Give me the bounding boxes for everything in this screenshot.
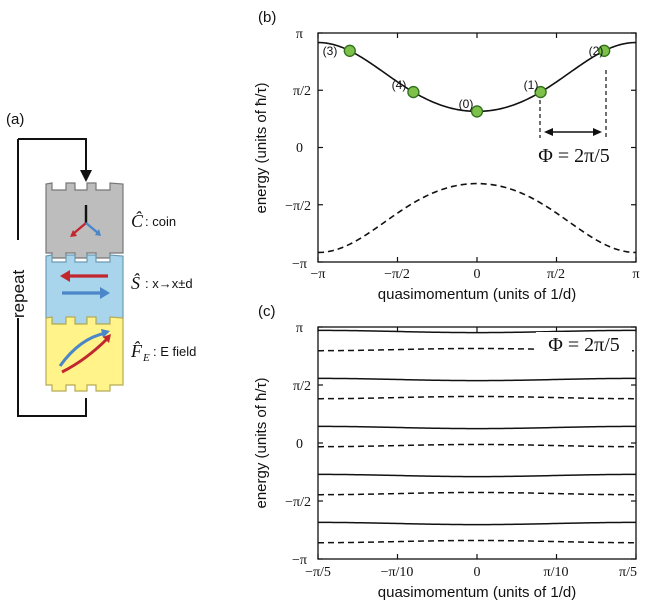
b-ytick-neg-pi: −π <box>292 257 307 272</box>
b-xtick-zero: 0 <box>474 267 481 282</box>
panel-c-label: (c) <box>258 303 276 320</box>
panel-c: (c) π π/2 0 −π/2 −π −π/5 −π/10 0 π/10 π/… <box>253 303 637 601</box>
b-xtick-neg-pi: −π <box>311 267 326 282</box>
b-point-label-4: (4) <box>392 78 407 92</box>
c-band-9 <box>318 539 636 544</box>
b-point-1 <box>534 85 547 99</box>
panel-a: (a) repeat Ĉ : coin Ŝ : x→x±d <box>6 111 196 417</box>
panel-b-ylabel: energy (units of ħ/τ) <box>253 83 270 214</box>
b-band-dashed <box>317 182 637 254</box>
b-point-0 <box>470 105 484 118</box>
c-ytick-neg-half-pi: −π/2 <box>285 495 311 510</box>
c-band-4 <box>317 425 637 430</box>
c-band-5 <box>318 443 636 448</box>
panel-c-xlabel: quasimomentum (units of 1/d) <box>378 584 576 601</box>
c-xtick-neg-pi-5: −π/5 <box>305 565 331 580</box>
b-ytick-neg-half-pi: −π/2 <box>285 199 311 214</box>
c-band-0 <box>318 329 636 334</box>
shift-desc: : x→x±d <box>145 276 193 291</box>
b-point-label-3: (3) <box>323 44 338 58</box>
coin-blue-arrow <box>85 222 99 234</box>
panel-c-curves <box>317 329 637 544</box>
repeat-label: repeat <box>9 270 28 318</box>
c-xtick-pi-10: π/10 <box>544 565 569 580</box>
b-xtick-half-pi: π/2 <box>547 267 565 282</box>
b-xtick-neg-half-pi: −π/2 <box>384 267 410 282</box>
repeat-loop-top <box>18 138 87 174</box>
shift-operator: Ŝ <box>131 272 140 293</box>
field-blue-arrow <box>58 331 107 367</box>
c-ytick-half-pi: π/2 <box>293 379 311 394</box>
panel-c-ticks <box>317 326 637 560</box>
panel-c-xticklabels: −π/5 −π/10 0 π/10 π/5 <box>305 565 637 580</box>
c-ytick-neg-pi: −π <box>292 553 307 568</box>
panel-c-yticklabels: π π/2 0 −π/2 −π <box>285 321 311 568</box>
panel-a-label: (a) <box>6 111 24 128</box>
panel-c-annotation: Φ = 2π/5 <box>548 334 620 356</box>
field-block: F̂ E : E field <box>45 316 196 392</box>
field-operator-subscript: E <box>142 352 150 364</box>
b-point-label-2: (2) <box>589 44 604 58</box>
b-ytick-pi: π <box>296 27 303 42</box>
panel-b-points <box>343 44 611 118</box>
panel-b-label: (b) <box>258 9 276 26</box>
c-ytick-pi: π <box>296 321 303 336</box>
panel-b-ticks <box>317 32 637 263</box>
c-band-3 <box>318 395 636 400</box>
coin-operator: Ĉ <box>131 210 144 231</box>
panel-c-ylabel: energy (units of ħ/τ) <box>253 378 270 509</box>
coin-block: Ĉ : coin <box>45 182 176 259</box>
c-band-8 <box>318 521 636 526</box>
b-point-label-0: (0) <box>459 97 474 111</box>
c-band-6 <box>318 473 636 478</box>
c-xtick-pi-5: π/5 <box>619 565 637 580</box>
shift-block: Ŝ : x→x±d <box>45 254 193 325</box>
field-red-arrow <box>61 336 110 374</box>
b-ytick-zero: 0 <box>296 141 303 156</box>
repeat-arrow-head <box>80 170 92 182</box>
b-point-3 <box>343 44 356 57</box>
panel-b-annotation: Φ = 2π/5 <box>538 145 610 167</box>
b-point-label-1: (1) <box>524 78 539 92</box>
c-band-2 <box>317 377 637 382</box>
panel-b-yticklabels: π π/2 0 −π/2 −π <box>285 27 311 272</box>
c-ytick-zero: 0 <box>296 437 303 452</box>
coin-desc: : coin <box>145 214 176 229</box>
field-desc: : E field <box>153 344 196 359</box>
b-xtick-pi: π <box>632 267 639 282</box>
repeat-label-gap <box>10 240 26 318</box>
panel-b-xlabel: quasimomentum (units of 1/d) <box>378 286 576 303</box>
c-band-7 <box>318 491 636 496</box>
coin-red-arrow <box>72 222 87 235</box>
field-operator: F̂ <box>130 341 143 361</box>
b-point-4 <box>407 85 420 99</box>
c-xtick-neg-pi-10: −π/10 <box>381 565 414 580</box>
c-xtick-zero: 0 <box>474 565 481 580</box>
panel-b-xticklabels: −π −π/2 0 π/2 π <box>311 267 640 282</box>
panel-c-annotation-bg <box>536 332 632 354</box>
b-ytick-half-pi: π/2 <box>293 84 311 99</box>
panel-b: (b) π π/2 0 −π/2 −π −π −π/2 0 π/2 π quas… <box>253 9 640 303</box>
b-point-2 <box>598 44 611 57</box>
